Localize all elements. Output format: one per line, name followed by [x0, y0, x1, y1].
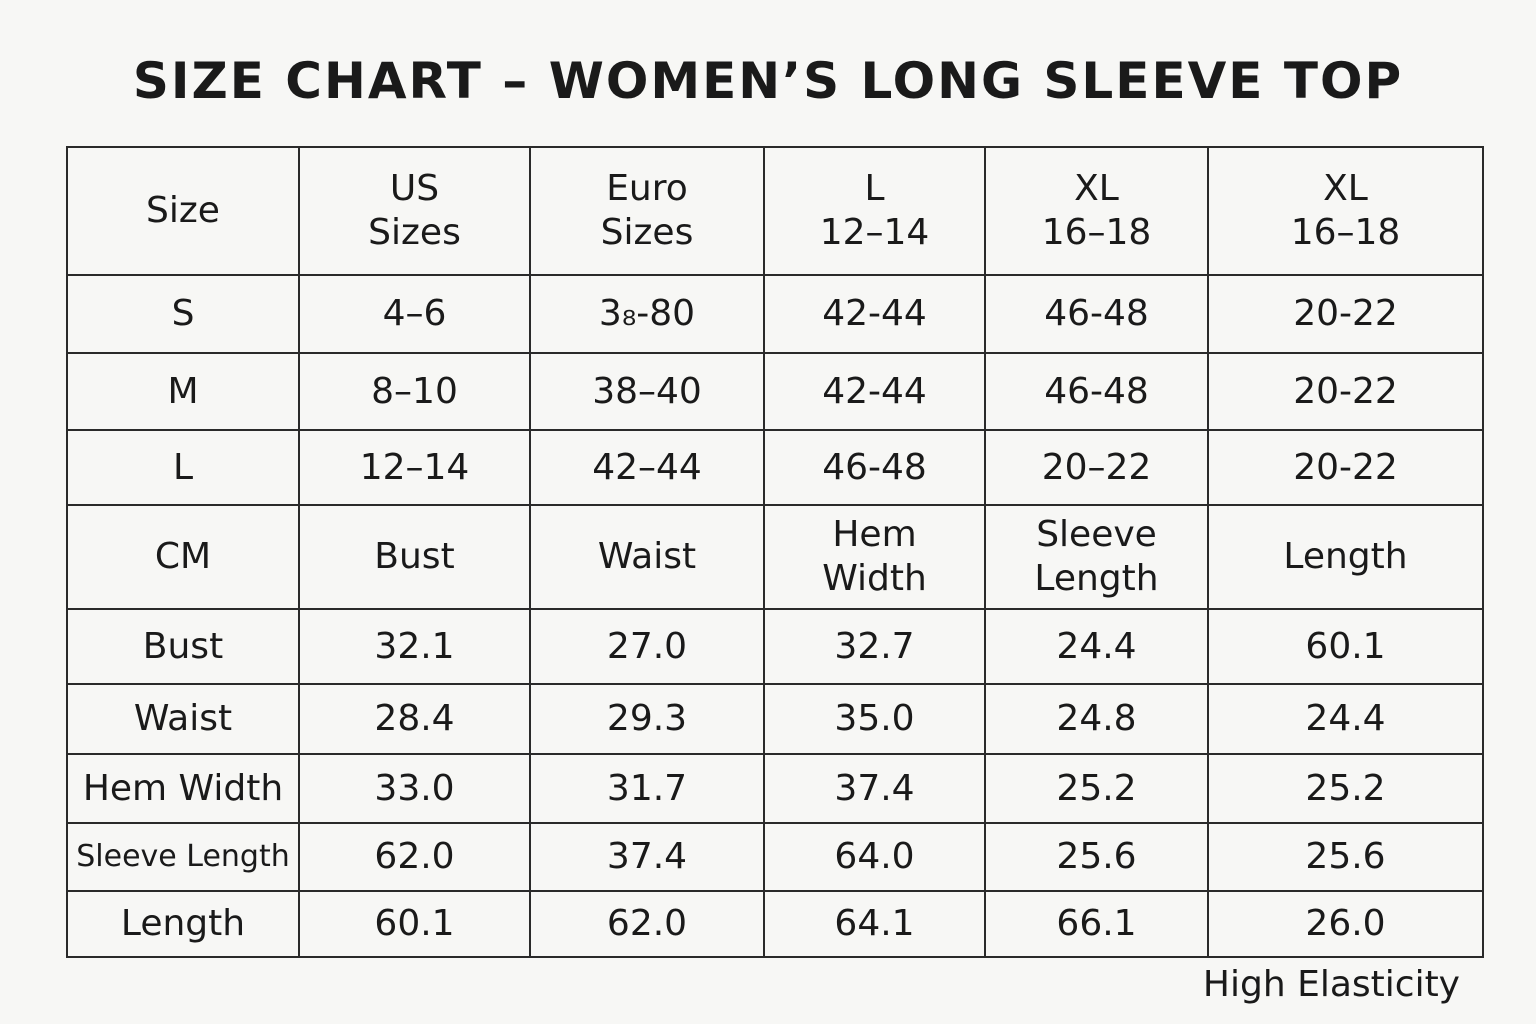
table-cell: 25.6	[1207, 822, 1484, 892]
table-cell: 60.1	[1207, 608, 1484, 685]
table-cell: Sleeve Length	[66, 822, 300, 892]
table-cell: 24.8	[984, 683, 1209, 755]
table-row: L 12–14 42–44 46-48 20–22 20-22	[66, 429, 1484, 506]
table-cell: Length	[66, 890, 300, 958]
table-cell: 66.1	[984, 890, 1209, 958]
table-cell: 4–6	[298, 274, 531, 354]
table-row: Sleeve Length 62.0 37.4 64.0 25.6 25.6	[66, 822, 1484, 892]
table-cell: 20-22	[1207, 429, 1484, 506]
table-cell: 33.0	[298, 753, 531, 824]
table-row: M 8–10 38–40 42-44 46-48 20-22	[66, 352, 1484, 431]
table-cell: S	[66, 274, 300, 354]
table-row: Length 60.1 62.0 64.1 66.1 26.0	[66, 890, 1484, 958]
header-cell: Sleeve Length	[984, 504, 1209, 610]
table-cell: 62.0	[298, 822, 531, 892]
table-cell: 24.4	[984, 608, 1209, 685]
table-cell: 38–40	[529, 352, 765, 431]
table-cell: 31.7	[529, 753, 765, 824]
table-cell: 27.0	[529, 608, 765, 685]
header-cell: XL 16–18	[1207, 146, 1484, 276]
table-cell: 60.1	[298, 890, 531, 958]
title: SIZE CHART – WOMEN’S LONG SLEEVE TOP	[132, 52, 1404, 110]
table-cell: 3₈-80	[529, 274, 765, 354]
table-cell: Hem Width	[66, 753, 300, 824]
table-cell: 12–14	[298, 429, 531, 506]
header-cell: Bust	[298, 504, 531, 610]
header-cell: Euro Sizes	[529, 146, 765, 276]
table-cell: 64.0	[763, 822, 986, 892]
table-cell: 62.0	[529, 890, 765, 958]
header-cell: CM	[66, 504, 300, 610]
footer-note: High Elasticity	[1202, 964, 1460, 1005]
table-cell: 42-44	[763, 274, 986, 354]
table-cell: 20–22	[984, 429, 1209, 506]
table-cell: 25.6	[984, 822, 1209, 892]
table-cell: 32.7	[763, 608, 986, 685]
header-cell: Size	[66, 146, 300, 276]
table-cell: 35.0	[763, 683, 986, 755]
table-cell: 37.4	[529, 822, 765, 892]
table-row: CM Bust Waist Hem Width Sleeve Length Length	[66, 504, 1484, 610]
header-cell: Length	[1207, 504, 1484, 610]
table-cell: 25.2	[1207, 753, 1484, 824]
table-cell: 46-48	[763, 429, 986, 506]
table-cell: 42-44	[763, 352, 986, 431]
table-cell: 20-22	[1207, 274, 1484, 354]
header-cell: XL 16–18	[984, 146, 1209, 276]
table-cell: M	[66, 352, 300, 431]
table-row: Waist 28.4 29.3 35.0 24.8 24.4	[66, 683, 1484, 755]
table-cell: Waist	[66, 683, 300, 755]
table-cell: 46-48	[984, 274, 1209, 354]
table-cell: 46-48	[984, 352, 1209, 431]
table-cell: 8–10	[298, 352, 531, 431]
header-cell: L 12–14	[763, 146, 986, 276]
table-row: Size US Sizes Euro Sizes L 12–14 XL 16–18 XL …	[66, 146, 1484, 276]
table-cell: 20-22	[1207, 352, 1484, 431]
table-cell: Bust	[66, 608, 300, 685]
header-cell: US Sizes	[298, 146, 531, 276]
table-cell: 29.3	[529, 683, 765, 755]
table-cell: 37.4	[763, 753, 986, 824]
table-cell: 64.1	[763, 890, 986, 958]
table-row: Bust 32.1 27.0 32.7 24.4 60.1	[66, 608, 1484, 685]
table-cell: 32.1	[298, 608, 531, 685]
table-row: S 4–6 3₈-80 42-44 46-48 20-22	[66, 274, 1484, 354]
table-cell: L	[66, 429, 300, 506]
table-cell: 28.4	[298, 683, 531, 755]
table-cell: 42–44	[529, 429, 765, 506]
header-cell: Hem Width	[763, 504, 986, 610]
table-cell: 24.4	[1207, 683, 1484, 755]
table-cell: 25.2	[984, 753, 1209, 824]
size-table: Size US Sizes Euro Sizes L 12–14 XL 16–18 XL …	[66, 146, 1484, 958]
table-cell: 26.0	[1207, 890, 1484, 958]
header-cell: Waist	[529, 504, 765, 610]
table-row: Hem Width 33.0 31.7 37.4 25.2 25.2	[66, 753, 1484, 824]
